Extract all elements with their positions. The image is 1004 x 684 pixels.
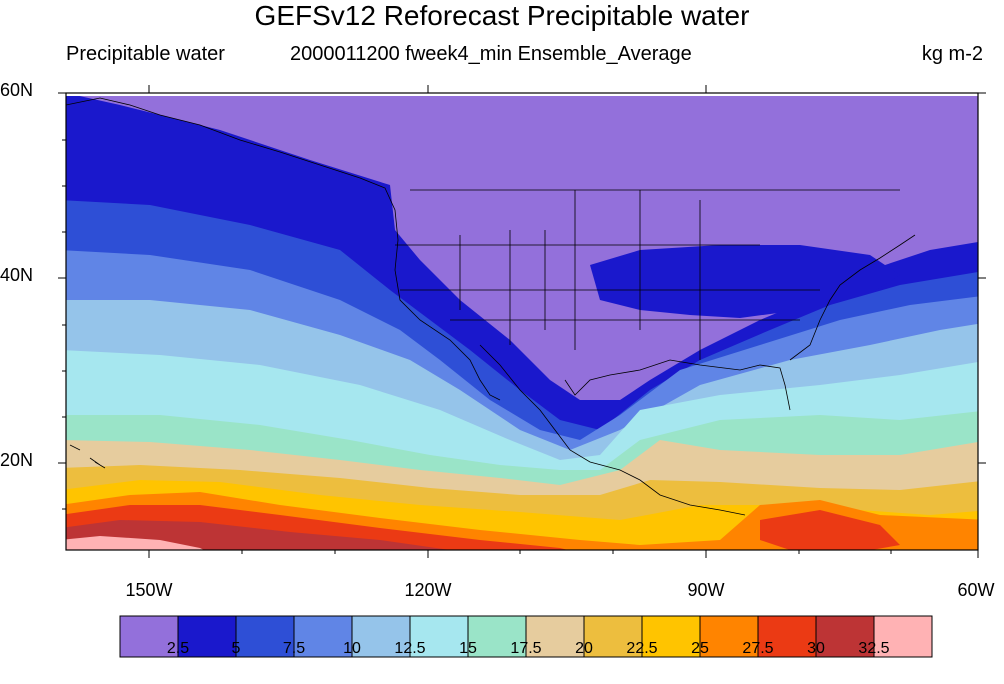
colorbar-tick-label: 25 xyxy=(691,640,709,657)
lat-label-40n: 40N xyxy=(0,265,34,285)
colorbar-tick-label: 20 xyxy=(575,640,593,657)
colorbar-tick-label: 15 xyxy=(459,640,477,657)
colorbar-swatch xyxy=(235,615,295,658)
colorbar xyxy=(119,615,933,658)
lon-label-120w: 120W xyxy=(404,580,452,600)
colorbar-tick-label: 27.5 xyxy=(742,640,774,657)
lon-label-150w: 150W xyxy=(125,580,173,600)
colorbar-swatch xyxy=(409,615,469,658)
colorbar-tick-label: 30 xyxy=(807,640,825,657)
band-30-patch xyxy=(760,510,900,550)
colorbar-tick-label: 7.5 xyxy=(282,640,306,657)
colorbar-swatch xyxy=(293,615,353,658)
lon-label-90w: 90W xyxy=(687,580,725,600)
precip-field xyxy=(66,93,978,550)
coastlines xyxy=(65,97,916,516)
units-label: kg m-2 xyxy=(921,43,983,65)
axis-ticks xyxy=(58,85,986,558)
colorbar-swatch xyxy=(757,615,817,658)
colorbar-swatch xyxy=(641,615,701,658)
lat-label-60n: 60N xyxy=(0,80,34,100)
map-frame xyxy=(65,92,979,551)
colorbar-swatch xyxy=(699,615,759,658)
colorbar-swatch xyxy=(177,615,237,658)
colorbar-tick-label: 5 xyxy=(231,640,241,657)
variable-name: Precipitable water xyxy=(66,43,225,65)
band-above-32-5 xyxy=(66,536,204,550)
colorbar-tick-label: 22.5 xyxy=(626,640,658,657)
colorbar-swatch xyxy=(525,615,585,658)
colorbar-swatch xyxy=(467,615,527,658)
colorbar-tick-label: 17.5 xyxy=(510,640,542,657)
lon-label-60w: 60W xyxy=(957,580,995,600)
band-5-patch-mw xyxy=(590,245,900,318)
figure-title: GEFSv12 Reforecast Precipitable water xyxy=(254,0,750,31)
colorbar-swatch xyxy=(119,615,179,658)
colorbar-swatch xyxy=(583,615,643,658)
colorbar-tick-label: 2.5 xyxy=(166,640,190,657)
lat-label-20n: 20N xyxy=(0,450,34,470)
colorbar-tick-label: 32.5 xyxy=(858,640,890,657)
colorbar-swatch xyxy=(351,615,411,658)
colorbar-tick-label: 12.5 xyxy=(394,640,426,657)
colorbar-swatch xyxy=(873,615,933,658)
colorbar-tick-label: 10 xyxy=(343,640,361,657)
forecast-descriptor: 2000011200 fweek4_min Ensemble_Average xyxy=(290,43,692,65)
